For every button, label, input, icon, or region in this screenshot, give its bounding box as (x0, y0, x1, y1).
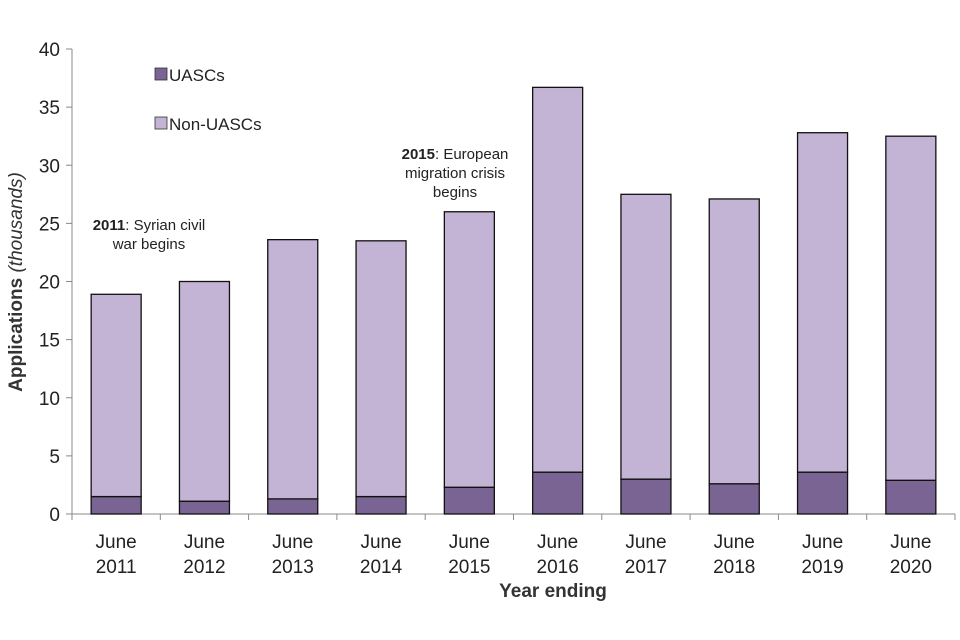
bar-non-uascs-june-2015 (443, 211, 496, 488)
x-tick-label: June 2020 (890, 532, 932, 578)
y-axis-title: Applications (thousands) (6, 172, 27, 392)
y-tick-label: 35 (39, 98, 60, 119)
y-tick-label: 25 (39, 214, 60, 235)
y-tick-label: 40 (39, 40, 60, 61)
x-tick-label: June 2011 (96, 532, 137, 578)
y-tick-label: 0 (49, 505, 60, 526)
y-axis: 0 5 10 15 20 25 30 35 40 (39, 40, 73, 526)
legend-label-non-uascs: Non-UASCs (169, 115, 262, 134)
annotations: 2011: Syrian civil war begins 2015: Europe… (93, 146, 509, 253)
x-tick-label: June 2018 (713, 532, 755, 578)
bar-uascs-june-2014 (355, 495, 407, 515)
y-axis-title-main: Applications (6, 278, 27, 392)
bar-uascs-june-2018 (708, 483, 760, 515)
bar-uascs-june-2020 (885, 479, 937, 515)
bar-non-uascs-june-2018 (708, 198, 760, 485)
bars (90, 86, 937, 515)
y-tick-label: 5 (49, 447, 60, 468)
legend-label-uascs: UASCs (169, 66, 225, 85)
legend-swatch-non-uascs (154, 116, 168, 130)
y-tick-label: 10 (39, 389, 60, 410)
y-tick-label: 30 (39, 156, 60, 177)
x-axis: June 2011 June 2012 June 2013 June 2014 June 2015… (71, 513, 956, 578)
x-tick-label: June 2015 (448, 532, 490, 578)
x-tick-label: June 2017 (625, 532, 667, 578)
bar-uascs-june-2017 (620, 478, 672, 515)
x-tick-label: June 2013 (272, 532, 314, 578)
bar-uascs-june-2011 (90, 495, 142, 515)
y-tick-label: 20 (39, 273, 60, 294)
y-tick-label: 15 (39, 331, 60, 352)
bar-non-uascs-june-2016 (532, 86, 584, 473)
legend-swatch-uascs (154, 67, 168, 81)
bar-uascs-june-2019 (796, 471, 849, 515)
bar-non-uascs-june-2017 (620, 193, 672, 480)
bar-non-uascs-june-2020 (885, 135, 937, 481)
x-tick-label: June 2012 (183, 532, 225, 578)
bar-non-uascs-june-2013 (267, 238, 319, 500)
bar-uascs-june-2012 (178, 500, 231, 515)
y-axis-title-unit: (thousands) (6, 172, 27, 272)
bar-non-uascs-june-2012 (178, 280, 231, 502)
x-tick-label: June 2019 (801, 532, 843, 578)
bar-non-uascs-june-2019 (796, 132, 849, 473)
annotation-2011: 2011: Syrian civil war begins (93, 217, 206, 253)
legend: UASCs Non-UASCs (154, 66, 262, 134)
x-axis-title: Year ending (499, 581, 607, 602)
bar-non-uascs-june-2011 (90, 293, 142, 498)
bar-uascs-june-2016 (532, 471, 584, 515)
x-tick-label: June 2016 (537, 532, 579, 578)
bar-uascs-june-2013 (267, 498, 319, 515)
annotation-2015: 2015: European migration crisis begins (402, 146, 509, 201)
bar-non-uascs-june-2014 (355, 240, 407, 498)
x-tick-label: June 2014 (360, 532, 403, 578)
bar-uascs-june-2015 (443, 486, 496, 515)
